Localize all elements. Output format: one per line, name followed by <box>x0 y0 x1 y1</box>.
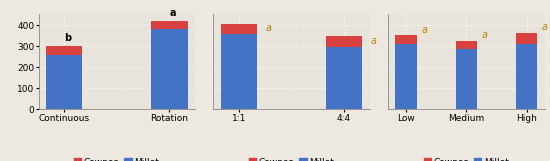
Text: a: a <box>542 22 548 32</box>
Bar <box>151 21 188 29</box>
Bar <box>326 47 362 109</box>
Text: a: a <box>265 24 271 33</box>
Legend: Cowpea, Millet: Cowpea, Millet <box>245 154 338 161</box>
Bar <box>456 41 477 49</box>
Bar <box>46 55 82 109</box>
Bar <box>151 29 188 109</box>
Text: a: a <box>421 24 427 35</box>
Bar <box>516 33 537 44</box>
Text: a: a <box>169 8 175 18</box>
Bar <box>46 46 82 55</box>
Bar <box>326 36 362 47</box>
Bar <box>456 49 477 109</box>
Text: b: b <box>64 33 71 43</box>
Text: a: a <box>370 36 376 46</box>
Bar <box>221 24 257 34</box>
Bar <box>395 35 416 44</box>
Bar <box>395 44 416 109</box>
Text: a: a <box>481 30 487 40</box>
Legend: Cowpea, Millet: Cowpea, Millet <box>420 154 513 161</box>
Legend: Cowpea, Millet: Cowpea, Millet <box>70 154 163 161</box>
Bar <box>516 44 537 109</box>
Bar <box>221 34 257 109</box>
